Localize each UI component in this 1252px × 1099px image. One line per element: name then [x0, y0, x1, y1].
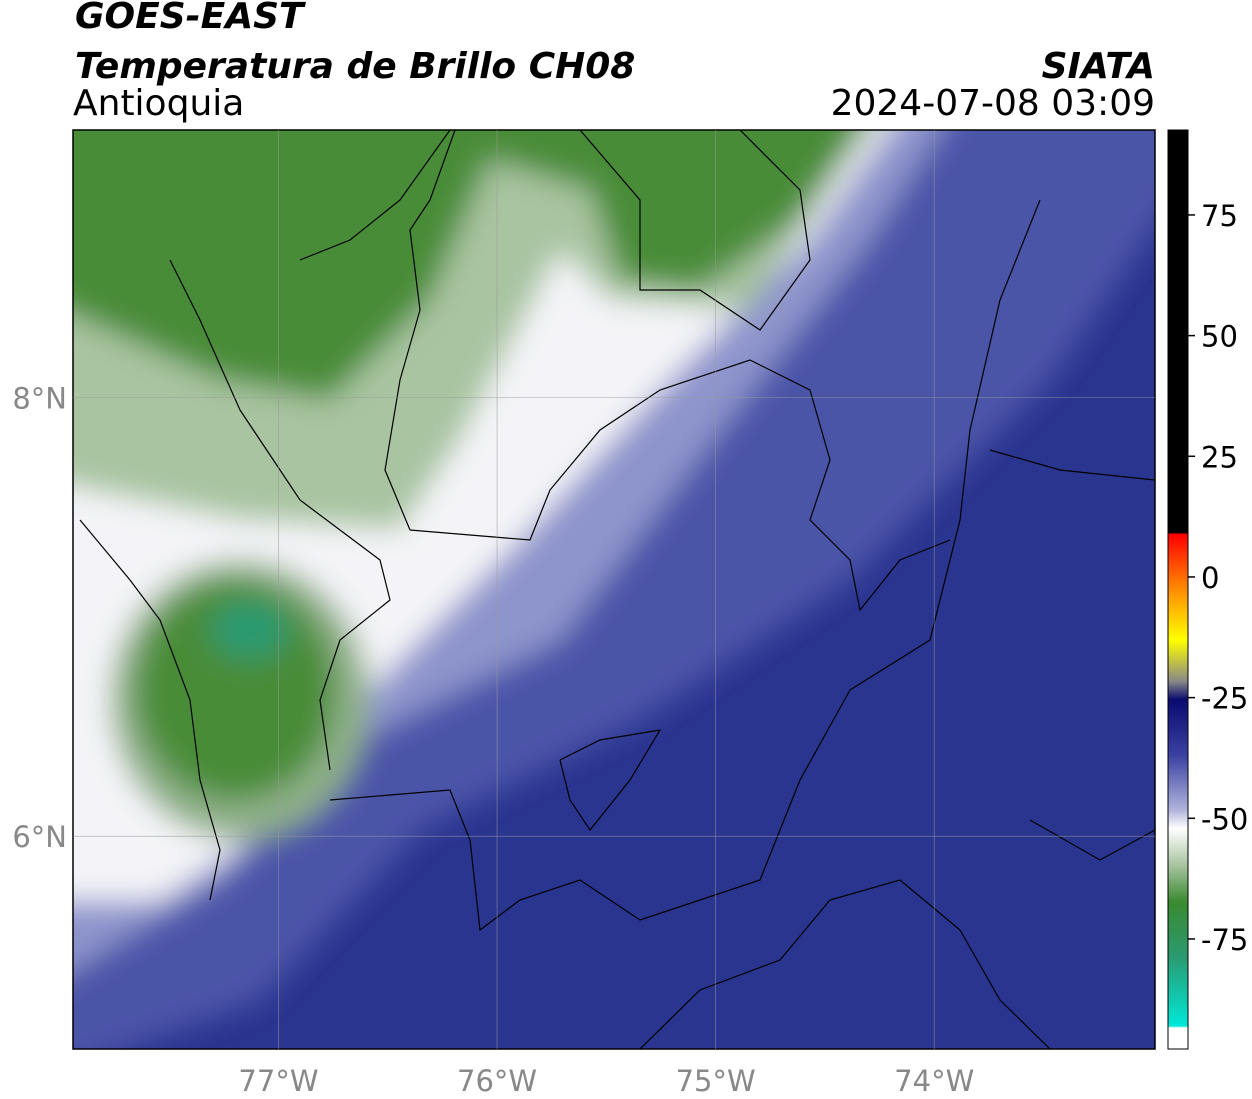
x-tick-label: 77°W	[238, 1064, 318, 1098]
title: GOES-EAST	[75, 0, 306, 37]
colorbar-tick-label: 75	[1201, 199, 1238, 233]
colorbar-tick-label: 50	[1201, 320, 1238, 354]
x-tick-label: 74°W	[894, 1064, 974, 1098]
y-tick-label: 6°N	[12, 820, 67, 854]
timestamp: 2024-07-08 03:09	[831, 83, 1155, 124]
colorbar-tick-label: -25	[1201, 682, 1248, 716]
subtitle: Temperatura de Brillo CH08	[75, 46, 635, 87]
colorbar	[1167, 129, 1189, 1050]
map-frame	[72, 129, 1156, 1050]
colorbar-tick-label: 25	[1201, 440, 1238, 474]
colorbar-tick-label: -75	[1201, 923, 1248, 957]
colorbar-tick-label: 0	[1201, 561, 1219, 595]
imagery	[73, 130, 1155, 1049]
x-tick-label: 76°W	[457, 1064, 537, 1098]
x-tick-label: 75°W	[676, 1064, 756, 1098]
source: SIATA	[1042, 46, 1155, 87]
y-tick-label: 8°N	[12, 382, 67, 416]
colorbar-tick-label: -50	[1201, 802, 1248, 836]
region: Antioquia	[73, 83, 244, 124]
